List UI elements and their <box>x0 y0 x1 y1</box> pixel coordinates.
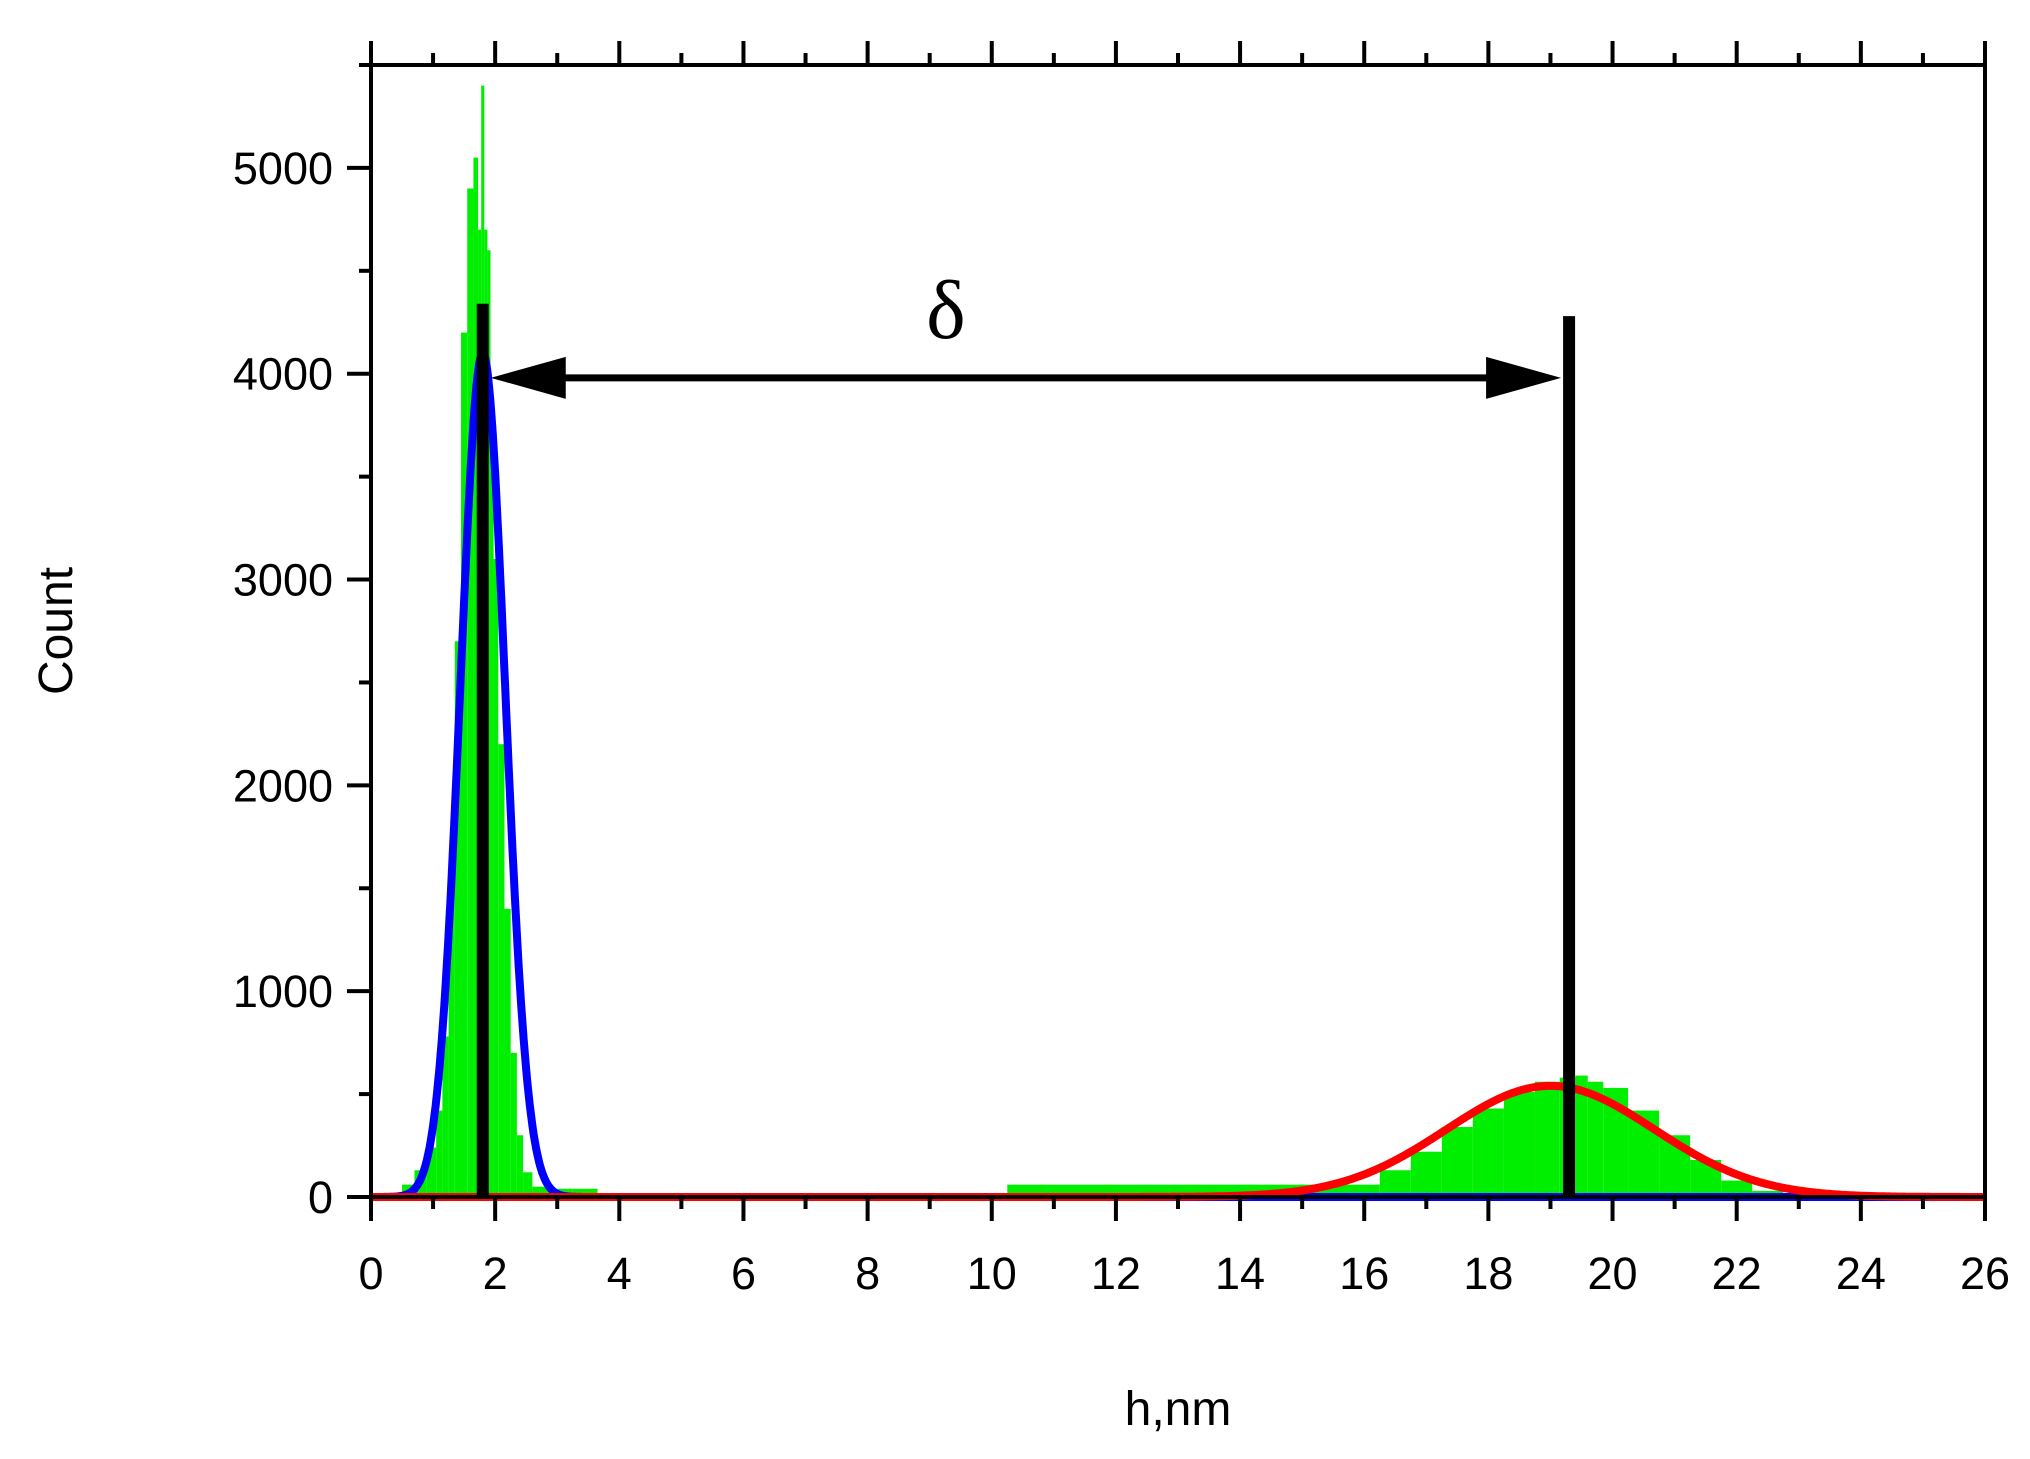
histogram-bar <box>473 157 479 1198</box>
peak-markers <box>476 303 1576 1197</box>
histogram-bar <box>436 1110 443 1197</box>
histogram-bar <box>1379 1170 1411 1197</box>
histogram-bar <box>454 641 462 1197</box>
x-tick-label: 20 <box>1588 1248 1638 1299</box>
x-tick-label: 10 <box>967 1248 1017 1299</box>
histogram-bar <box>572 1188 598 1197</box>
histogram-bar <box>523 1172 533 1197</box>
histogram-bar <box>448 888 455 1197</box>
histogram-bar <box>532 1186 548 1197</box>
fit-curve-blue <box>368 349 1988 1201</box>
histogram-bar <box>1472 1108 1504 1197</box>
histogram-bar <box>426 1147 437 1197</box>
arrow-head-right <box>1486 356 1562 399</box>
delta-annotation: δ <box>490 264 1562 399</box>
histogram-bar <box>1587 1081 1604 1197</box>
x-tick-label: 24 <box>1836 1248 1886 1299</box>
x-tick-label: 26 <box>1960 1248 2010 1299</box>
histogram-bar <box>510 1052 517 1197</box>
fit-curve-red <box>368 1081 1988 1201</box>
histogram-bar <box>1503 1092 1535 1197</box>
x-tick-label: 22 <box>1712 1248 1762 1299</box>
x-tick-label: 16 <box>1339 1248 1389 1299</box>
plot-frame <box>369 63 1987 1199</box>
x-tick-label: 4 <box>607 1248 632 1299</box>
y-axis-title: Count <box>30 567 83 695</box>
x-tick-label: 8 <box>855 1248 880 1299</box>
y-tick-label: 0 <box>308 1172 333 1223</box>
x-tick-label: 6 <box>731 1248 756 1299</box>
histogram-bar <box>467 188 474 1197</box>
x-tick-label: 12 <box>1091 1248 1141 1299</box>
histogram-bar <box>490 414 494 1198</box>
y-tick-label: 3000 <box>233 555 333 606</box>
x-tick-label: 14 <box>1215 1248 1265 1299</box>
y-tick-label: 5000 <box>233 143 333 194</box>
histogram-bars <box>389 85 1815 1198</box>
histogram-bar <box>1575 1075 1588 1197</box>
axes: 0 2 4 6 8 10 12 14 16 18 20 22 24 2601000200030004000… <box>233 41 2010 1299</box>
histogram-bar <box>1410 1151 1442 1197</box>
y-tick-label: 2000 <box>233 760 333 811</box>
x-axis-title: h,nm <box>1125 1383 1232 1436</box>
x-tick-label: 2 <box>483 1248 508 1299</box>
histogram-bar <box>493 558 499 1197</box>
y-tick-label: 4000 <box>233 349 333 400</box>
histogram-bar <box>1534 1081 1560 1197</box>
histogram-bar <box>1721 1180 1753 1197</box>
delta-label: δ <box>926 264 966 357</box>
y-tick-label: 1000 <box>233 966 333 1017</box>
gaussian-fits <box>368 349 1988 1201</box>
x-tick-label: 0 <box>358 1248 383 1299</box>
histogram-bar <box>516 1135 524 1197</box>
histogram-bar <box>504 908 511 1197</box>
histogram-bar <box>487 250 491 1198</box>
histogram-bar <box>442 1036 449 1197</box>
arrow-head-left <box>490 356 566 399</box>
histogram-bar <box>461 332 468 1198</box>
histogram-bar <box>498 744 505 1197</box>
histogram-bar <box>1441 1127 1473 1197</box>
x-tick-label: 18 <box>1463 1248 1513 1299</box>
